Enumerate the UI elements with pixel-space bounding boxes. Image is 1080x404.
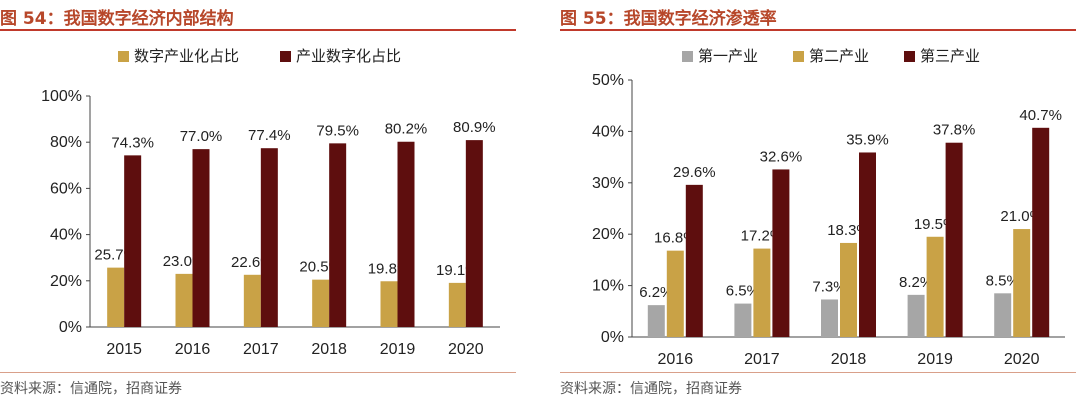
bar bbox=[175, 273, 193, 327]
y-tick-label: 40% bbox=[50, 227, 82, 244]
legend-label: 第一产业 bbox=[698, 47, 758, 65]
x-tick-label: 2020 bbox=[448, 341, 484, 358]
x-tick-label: 2019 bbox=[380, 341, 416, 358]
data-label: 32.6% bbox=[760, 148, 803, 165]
bar bbox=[1013, 229, 1031, 337]
bar bbox=[685, 184, 703, 337]
data-label: 77.4% bbox=[248, 127, 291, 144]
bar bbox=[124, 155, 142, 327]
data-label: 29.6% bbox=[673, 164, 716, 181]
x-tick-label: 2019 bbox=[917, 351, 953, 368]
x-tick-label: 2020 bbox=[1004, 351, 1040, 368]
x-tick-label: 2017 bbox=[243, 341, 279, 358]
figure-54-panel: 图 54：我国数字经济内部结构 数字产业化占比 产业数字化占比 0% 20% 40% 60… bbox=[0, 0, 520, 404]
figure-54-source: 资料来源：信通院，招商证券 bbox=[0, 381, 182, 397]
figure-55-panel: 图 55：我国数字经济渗透率 第一产业 第二产业 第三产业 0% 10% 20% 30% 40… bbox=[560, 0, 1080, 404]
x-tick-label: 2015 bbox=[106, 341, 142, 358]
y-tick-label: 0% bbox=[601, 329, 624, 346]
y-tick-label: 10% bbox=[592, 278, 624, 295]
legend-swatch bbox=[118, 51, 129, 62]
bar bbox=[840, 242, 857, 337]
x-tick-label: 2017 bbox=[744, 351, 780, 368]
bar bbox=[260, 148, 278, 327]
y-tick-label: 30% bbox=[592, 175, 624, 192]
legend-label: 第二产业 bbox=[809, 47, 869, 65]
y-tick-label: 80% bbox=[50, 134, 82, 151]
data-label: 80.9% bbox=[453, 119, 496, 136]
y-tick-label: 20% bbox=[592, 226, 624, 243]
figure-54-title: 图 54：我国数字经济内部结构 bbox=[0, 9, 234, 29]
legend-swatch bbox=[904, 51, 915, 62]
bar bbox=[647, 305, 665, 337]
title-rule bbox=[560, 29, 1076, 31]
legend-label: 数字产业化占比 bbox=[134, 48, 239, 65]
figure-55-title: 图 55：我国数字经济渗透率 bbox=[560, 9, 777, 29]
legend-swatch bbox=[682, 51, 693, 62]
x-tick-label: 2018 bbox=[311, 341, 347, 358]
x-tick-label: 2018 bbox=[831, 351, 867, 368]
legend-label: 第三产业 bbox=[920, 47, 980, 65]
y-tick-label: 40% bbox=[592, 123, 624, 140]
x-tick-label: 2016 bbox=[658, 351, 694, 368]
data-label: 8.5% bbox=[986, 272, 1020, 289]
legend-label: 产业数字化占比 bbox=[296, 48, 401, 65]
source-rule bbox=[560, 372, 1076, 373]
digital-economy-structure-chart: 数字产业化占比 产业数字化占比0%20%40%60%80%100%201525.7… bbox=[41, 48, 500, 358]
bar bbox=[926, 236, 944, 337]
bar bbox=[107, 267, 125, 327]
bar bbox=[859, 152, 876, 337]
data-label: 79.5% bbox=[316, 122, 359, 139]
y-tick-label: 60% bbox=[50, 180, 82, 197]
data-label: 35.9% bbox=[846, 131, 889, 148]
bar bbox=[380, 281, 398, 327]
y-tick-label: 0% bbox=[59, 319, 82, 336]
bar bbox=[772, 169, 790, 337]
bar bbox=[945, 142, 963, 337]
bar bbox=[465, 140, 483, 327]
data-label: 6.2% bbox=[639, 284, 673, 301]
legend-swatch bbox=[280, 51, 291, 62]
bar bbox=[734, 303, 752, 337]
bar bbox=[1032, 127, 1050, 337]
data-label: 8.2% bbox=[899, 274, 933, 291]
bar bbox=[312, 279, 330, 327]
bar bbox=[666, 250, 684, 337]
data-label: 80.2% bbox=[385, 121, 428, 138]
bar bbox=[907, 294, 925, 337]
bar bbox=[753, 248, 771, 337]
y-tick-label: 50% bbox=[592, 72, 624, 89]
title-rule bbox=[0, 29, 516, 31]
bar bbox=[994, 293, 1012, 337]
y-tick-label: 100% bbox=[41, 88, 82, 105]
y-tick-label: 20% bbox=[50, 273, 82, 290]
x-tick-label: 2016 bbox=[175, 341, 211, 358]
bar bbox=[448, 282, 466, 327]
data-label: 77.0% bbox=[180, 128, 223, 145]
legend-swatch bbox=[793, 51, 804, 62]
bar bbox=[243, 274, 261, 327]
data-label: 7.3% bbox=[812, 278, 846, 295]
data-label: 37.8% bbox=[933, 122, 976, 139]
bar bbox=[192, 149, 210, 327]
bar bbox=[821, 299, 838, 337]
data-label: 6.5% bbox=[726, 283, 760, 300]
digital-economy-penetration-chart: 第一产业 第二产业 第三产业0%10%20%30%40%50%20166.2%16.… bbox=[592, 47, 1065, 368]
bar bbox=[329, 143, 347, 327]
data-label: 40.7% bbox=[1019, 107, 1062, 124]
data-label: 74.3% bbox=[111, 134, 154, 151]
figure-55-source: 资料来源：信通院，招商证券 bbox=[560, 381, 742, 397]
source-rule bbox=[0, 372, 516, 373]
bar bbox=[397, 141, 415, 327]
